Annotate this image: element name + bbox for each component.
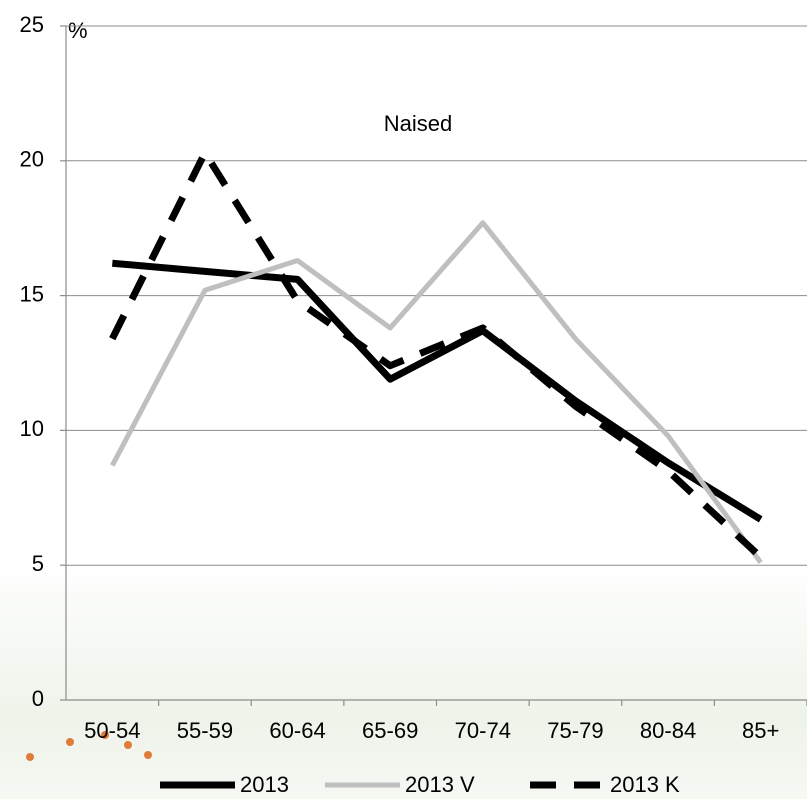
x-tick-label: 85+	[742, 718, 779, 743]
x-tick-label: 50-54	[84, 718, 140, 743]
y-tick-label: 25	[20, 12, 44, 37]
y-tick-label: 10	[20, 416, 44, 441]
y-tick-label: 15	[20, 281, 44, 306]
y-tick-label: 5	[32, 551, 44, 576]
y-tick-label: 20	[20, 147, 44, 172]
legend-label: 2013	[240, 772, 289, 797]
series-line	[112, 259, 763, 523]
decoration	[26, 731, 152, 761]
y-axis-label: %	[68, 18, 88, 43]
x-tick-label: 70-74	[455, 718, 511, 743]
legend-label: 2013 V	[405, 772, 475, 797]
x-tick-label: 65-69	[362, 718, 418, 743]
series-line	[109, 149, 764, 560]
x-tick-label: 75-79	[547, 718, 603, 743]
x-tick-label: 60-64	[269, 718, 325, 743]
y-tick-label: 0	[32, 686, 44, 711]
annotation: Naised	[384, 111, 452, 136]
x-tick-label: 55-59	[177, 718, 233, 743]
series-line	[110, 220, 763, 564]
x-tick-label: 80-84	[640, 718, 696, 743]
legend-label: 2013 K	[610, 772, 680, 797]
